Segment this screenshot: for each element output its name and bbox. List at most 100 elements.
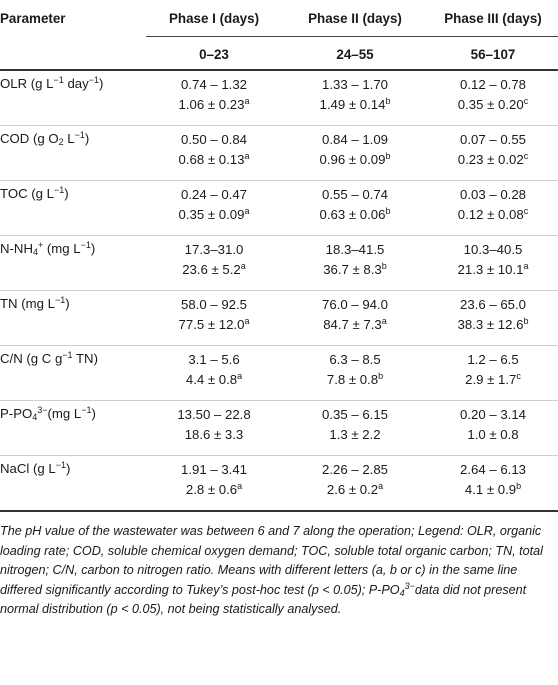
value-range: 0.07 – 0.55 bbox=[460, 132, 526, 147]
value-range: 0.84 – 1.09 bbox=[322, 132, 388, 147]
value-cell: 13.50 – 22.8 18.6 ± 3.3 bbox=[146, 401, 282, 456]
value-mean: 77.5 ± 12.0a bbox=[178, 316, 250, 333]
header-range-1: 0–23 bbox=[199, 46, 229, 62]
value-cell: 2.26 – 2.85 2.6 ± 0.2a bbox=[282, 456, 428, 512]
value-mean: 18.6 ± 3.3 bbox=[184, 427, 244, 442]
value-range: 0.50 – 0.84 bbox=[181, 132, 247, 147]
value-mean: 1.0 ± 0.8 bbox=[467, 427, 519, 442]
value-cell: 6.3 – 8.5 7.8 ± 0.8b bbox=[282, 346, 428, 401]
value-range: 0.55 – 0.74 bbox=[322, 187, 388, 202]
parameter-cell: NaCl (g L−1) bbox=[0, 460, 71, 477]
value-range: 10.3–40.5 bbox=[463, 242, 523, 257]
value-mean: 0.23 ± 0.02c bbox=[457, 151, 529, 168]
value-cell: 1.33 – 1.70 1.49 ± 0.14b bbox=[282, 70, 428, 126]
value-range: 0.74 – 1.32 bbox=[181, 77, 247, 92]
value-mean: 0.63 ± 0.06b bbox=[319, 206, 391, 223]
value-cell: 58.0 – 92.5 77.5 ± 12.0a bbox=[146, 291, 282, 346]
value-mean: 4.4 ± 0.8a bbox=[185, 371, 243, 388]
parameter-cell: OLR (g L−1 day−1) bbox=[0, 75, 104, 92]
value-cell: 2.64 – 6.13 4.1 ± 0.9b bbox=[428, 456, 558, 512]
value-mean: 84.7 ± 7.3a bbox=[323, 316, 387, 333]
value-mean: 2.6 ± 0.2a bbox=[326, 481, 384, 498]
header-phase-2: Phase II (days) bbox=[282, 0, 428, 37]
value-cell: 1.2 – 6.5 2.9 ± 1.7c bbox=[428, 346, 558, 401]
value-mean: 36.7 ± 8.3b bbox=[323, 261, 387, 278]
parameter-cell: TN (mg L−1) bbox=[0, 295, 70, 312]
value-cell: 76.0 – 94.0 84.7 ± 7.3a bbox=[282, 291, 428, 346]
parameter-cell: C/N (g C g−1 TN) bbox=[0, 350, 98, 367]
value-cell: 0.84 – 1.09 0.96 ± 0.09b bbox=[282, 126, 428, 181]
table-footnote: The pH value of the wastewater was betwe… bbox=[0, 524, 543, 616]
value-range: 0.03 – 0.28 bbox=[460, 187, 526, 202]
value-cell: 17.3–31.0 23.6 ± 5.2a bbox=[146, 236, 282, 291]
table-row: P-PO43−(mg L−1) 13.50 – 22.8 18.6 ± 3.3 0.3… bbox=[0, 401, 558, 456]
value-range: 17.3–31.0 bbox=[184, 242, 244, 257]
header-phase-3: Phase III (days) bbox=[428, 0, 558, 37]
header-range-2: 24–55 bbox=[336, 46, 374, 62]
value-mean: 0.35 ± 0.09a bbox=[178, 206, 250, 223]
value-cell: 3.1 – 5.6 4.4 ± 0.8a bbox=[146, 346, 282, 401]
value-range: 2.26 – 2.85 bbox=[322, 462, 388, 477]
value-mean: 2.9 ± 1.7c bbox=[465, 371, 521, 388]
value-cell: 0.35 – 6.15 1.3 ± 2.2 bbox=[282, 401, 428, 456]
parameter-cell: N-NH4+ (mg L−1) bbox=[0, 240, 96, 257]
value-cell: 0.74 – 1.32 1.06 ± 0.23a bbox=[146, 70, 282, 126]
table-row: TOC (g L−1) 0.24 – 0.47 0.35 ± 0.09a 0.55 –… bbox=[0, 181, 558, 236]
value-mean: 0.96 ± 0.09b bbox=[319, 151, 391, 168]
table-body: OLR (g L−1 day−1) 0.74 – 1.32 1.06 ± 0.23a… bbox=[0, 70, 558, 511]
value-range: 6.3 – 8.5 bbox=[329, 352, 381, 367]
value-cell: 1.91 – 3.41 2.8 ± 0.6a bbox=[146, 456, 282, 512]
table-row: TN (mg L−1) 58.0 – 92.5 77.5 ± 12.0a 76.0 –… bbox=[0, 291, 558, 346]
header-phase-1: Phase I (days) bbox=[146, 0, 282, 37]
value-cell: 10.3–40.5 21.3 ± 10.1a bbox=[428, 236, 558, 291]
value-cell: 0.24 – 0.47 0.35 ± 0.09a bbox=[146, 181, 282, 236]
value-mean: 2.8 ± 0.6a bbox=[185, 481, 243, 498]
value-cell: 18.3–41.5 36.7 ± 8.3b bbox=[282, 236, 428, 291]
value-cell: 0.20 – 3.14 1.0 ± 0.8 bbox=[428, 401, 558, 456]
table-row: NaCl (g L−1) 1.91 – 3.41 2.8 ± 0.6a 2.26 – … bbox=[0, 456, 558, 512]
value-range: 0.35 – 6.15 bbox=[322, 407, 388, 422]
value-range: 58.0 – 92.5 bbox=[181, 297, 247, 312]
value-mean: 0.12 ± 0.08c bbox=[457, 206, 529, 223]
value-range: 18.3–41.5 bbox=[325, 242, 385, 257]
value-mean: 7.8 ± 0.8b bbox=[326, 371, 384, 388]
value-range: 23.6 – 65.0 bbox=[460, 297, 526, 312]
parameter-cell: TOC (g L−1) bbox=[0, 185, 69, 202]
value-cell: 23.6 – 65.0 38.3 ± 12.6b bbox=[428, 291, 558, 346]
value-cell: 0.03 – 0.28 0.12 ± 0.08c bbox=[428, 181, 558, 236]
header-parameter: Parameter bbox=[0, 10, 66, 26]
value-mean: 1.06 ± 0.23a bbox=[178, 96, 250, 113]
value-range: 13.50 – 22.8 bbox=[177, 407, 251, 422]
value-mean: 21.3 ± 10.1a bbox=[457, 261, 529, 278]
parameter-cell: COD (g O2 L−1) bbox=[0, 130, 90, 147]
value-cell: 0.50 – 0.84 0.68 ± 0.13a bbox=[146, 126, 282, 181]
table-row: C/N (g C g−1 TN) 3.1 – 5.6 4.4 ± 0.8a 6.3 –… bbox=[0, 346, 558, 401]
value-mean: 23.6 ± 5.2a bbox=[182, 261, 246, 278]
value-range: 1.2 – 6.5 bbox=[467, 352, 519, 367]
value-cell: 0.12 – 0.78 0.35 ± 0.20c bbox=[428, 70, 558, 126]
value-mean: 1.49 ± 0.14b bbox=[319, 96, 391, 113]
value-range: 0.20 – 3.14 bbox=[460, 407, 526, 422]
table-row: OLR (g L−1 day−1) 0.74 – 1.32 1.06 ± 0.23a… bbox=[0, 70, 558, 126]
table-header: Parameter Phase I (days) Phase II (days)… bbox=[0, 0, 558, 70]
value-range: 0.12 – 0.78 bbox=[460, 77, 526, 92]
value-mean: 0.68 ± 0.13a bbox=[178, 151, 250, 168]
value-range: 0.24 – 0.47 bbox=[181, 187, 247, 202]
table-row: N-NH4+ (mg L−1) 17.3–31.0 23.6 ± 5.2a 18.3–… bbox=[0, 236, 558, 291]
value-range: 1.91 – 3.41 bbox=[181, 462, 247, 477]
value-range: 3.1 – 5.6 bbox=[188, 352, 240, 367]
header-blank bbox=[0, 37, 146, 71]
value-mean: 38.3 ± 12.6b bbox=[457, 316, 529, 333]
value-range: 2.64 – 6.13 bbox=[460, 462, 526, 477]
header-range-3: 56–107 bbox=[470, 46, 516, 62]
data-table: Parameter Phase I (days) Phase II (days)… bbox=[0, 0, 558, 511]
value-mean: 4.1 ± 0.9b bbox=[464, 481, 522, 498]
table-row: COD (g O2 L−1) 0.50 – 0.84 0.68 ± 0.13a 0.8… bbox=[0, 126, 558, 181]
value-mean: 1.3 ± 2.2 bbox=[329, 427, 381, 442]
value-cell: 0.55 – 0.74 0.63 ± 0.06b bbox=[282, 181, 428, 236]
parameter-cell: P-PO43−(mg L−1) bbox=[0, 405, 96, 422]
value-mean: 0.35 ± 0.20c bbox=[457, 96, 529, 113]
value-range: 1.33 – 1.70 bbox=[322, 77, 388, 92]
value-cell: 0.07 – 0.55 0.23 ± 0.02c bbox=[428, 126, 558, 181]
